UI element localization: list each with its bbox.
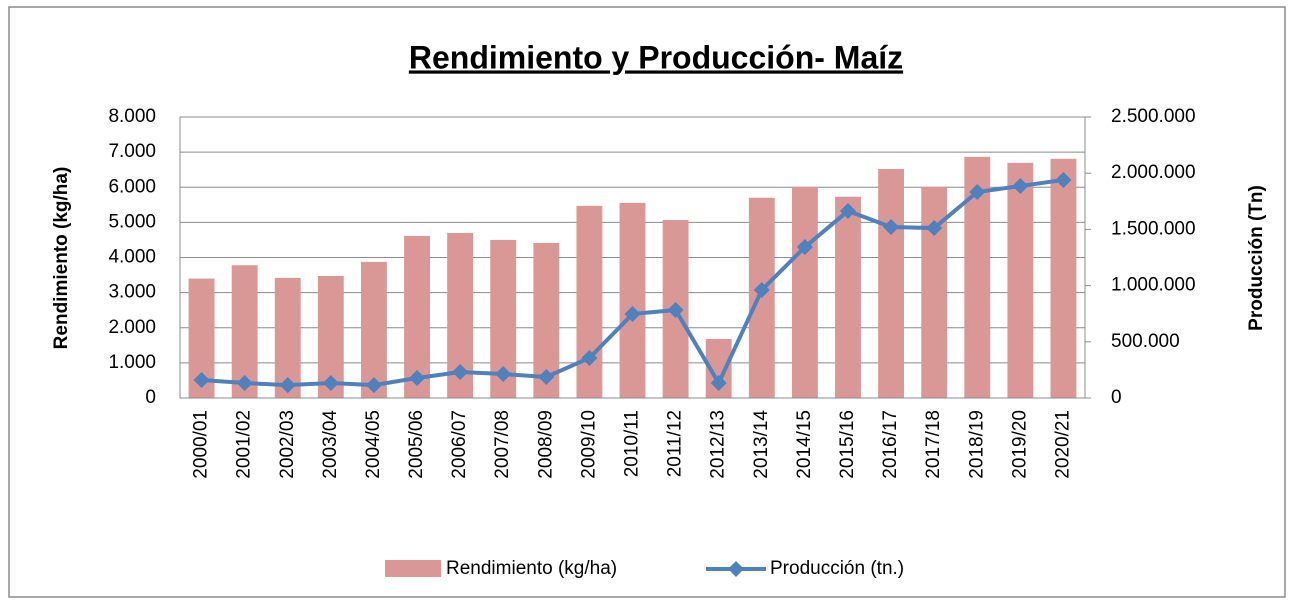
bar bbox=[791, 186, 818, 398]
y-tick-label: 3.000 bbox=[108, 282, 156, 303]
y-tick-label: 1.000 bbox=[108, 352, 156, 373]
y2-tick-label: 2.500.000 bbox=[1111, 106, 1196, 127]
x-tick-label: 2003/04 bbox=[320, 410, 341, 479]
bar bbox=[835, 196, 861, 398]
line-marker bbox=[796, 239, 813, 256]
y-tick-label: 6.000 bbox=[108, 176, 156, 197]
x-tick-label: 2014/15 bbox=[794, 410, 815, 479]
x-tick-label: 2020/21 bbox=[1052, 410, 1073, 479]
x-tick-label: 2002/03 bbox=[277, 410, 298, 479]
x-tick-label: 2000/01 bbox=[191, 410, 212, 479]
line-marker bbox=[710, 375, 727, 392]
x-tick-label: 2013/14 bbox=[751, 410, 772, 479]
y-tick-label: 2.000 bbox=[108, 317, 156, 338]
bar bbox=[361, 261, 387, 398]
y2-tick-label: 1.000.000 bbox=[1111, 275, 1196, 296]
line-marker bbox=[365, 377, 382, 394]
bar bbox=[1050, 158, 1077, 398]
line-marker bbox=[495, 366, 512, 383]
line-marker bbox=[409, 369, 426, 386]
bar bbox=[1007, 162, 1034, 398]
x-tick-label: 2017/18 bbox=[923, 410, 944, 479]
line-marker bbox=[753, 281, 770, 298]
line-marker bbox=[581, 349, 598, 366]
x-tick-label: 2010/11 bbox=[622, 410, 643, 477]
bar bbox=[619, 202, 646, 398]
bar bbox=[878, 168, 904, 398]
line-marker bbox=[839, 202, 856, 219]
line-marker bbox=[279, 377, 296, 394]
y2-tick-label: 500.000 bbox=[1111, 331, 1180, 352]
line-marker bbox=[969, 183, 986, 200]
line-marker bbox=[1012, 178, 1029, 195]
y2-tick-label: 0 bbox=[1111, 387, 1122, 408]
x-tick-label: 2018/19 bbox=[966, 410, 987, 479]
y-tick-label: 4.000 bbox=[108, 247, 156, 268]
x-tick-label: 2009/10 bbox=[578, 410, 599, 479]
y2-tick-label: 2.000.000 bbox=[1111, 162, 1196, 183]
line-marker bbox=[926, 220, 943, 237]
line-marker bbox=[236, 375, 253, 392]
x-tick-label: 2008/09 bbox=[535, 410, 556, 479]
y-tick-label: 5.000 bbox=[108, 211, 156, 232]
y-tick-label: 0 bbox=[145, 387, 156, 408]
x-tick-label: 2019/20 bbox=[1009, 410, 1030, 479]
line-marker bbox=[322, 375, 339, 392]
y2-tick-label: 1.500.000 bbox=[1111, 218, 1196, 239]
x-tick-label: 2016/17 bbox=[880, 410, 901, 479]
bar bbox=[576, 205, 603, 398]
x-tick-label: 2011/12 bbox=[665, 410, 686, 477]
legend-label: Rendimiento (kg/ha) bbox=[446, 558, 617, 579]
chart-title: Rendimiento y Producción- Maíz bbox=[409, 39, 903, 75]
line-marker bbox=[1055, 171, 1072, 188]
line-marker bbox=[883, 219, 900, 236]
line-marker bbox=[667, 301, 684, 318]
x-tick-label: 2015/16 bbox=[837, 410, 858, 479]
x-tick-label: 2004/05 bbox=[363, 410, 384, 479]
y-tick-label: 7.000 bbox=[108, 141, 156, 162]
line-marker bbox=[193, 372, 210, 389]
legend-swatch bbox=[385, 560, 441, 577]
y-axis-title: Rendimiento (kg/ha) bbox=[51, 167, 72, 350]
x-tick-label: 2006/07 bbox=[449, 410, 470, 479]
line-marker bbox=[452, 364, 469, 381]
line-marker bbox=[538, 368, 555, 385]
line-marker bbox=[624, 306, 641, 323]
y-tick-label: 8.000 bbox=[108, 106, 156, 127]
x-tick-label: 2005/06 bbox=[406, 410, 427, 479]
legend-label: Producción (tn.) bbox=[770, 558, 904, 579]
y2-axis-title: Producción (Tn) bbox=[1246, 185, 1267, 331]
x-tick-label: 2001/02 bbox=[234, 410, 255, 479]
x-tick-label: 2007/08 bbox=[492, 410, 513, 479]
legend-marker bbox=[728, 561, 744, 577]
x-tick-label: 2012/13 bbox=[708, 410, 729, 479]
